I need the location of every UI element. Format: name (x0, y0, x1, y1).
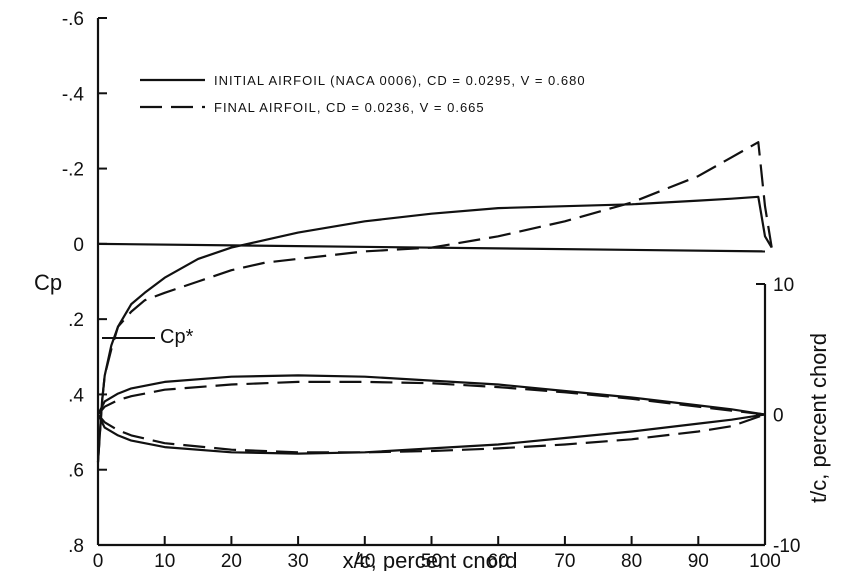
y-tick-label: .4 (68, 385, 84, 406)
x-tick-label: 30 (288, 551, 309, 571)
cp-curve-initial-0 (96, 195, 773, 463)
annotations: Cp* (102, 326, 194, 348)
cp-curve-final-1 (96, 141, 773, 463)
x-tick-label: 40 (354, 551, 375, 571)
y-tick-label: .2 (68, 310, 84, 331)
x-tick-label: 50 (421, 551, 442, 571)
y-tick-label: .6 (68, 461, 84, 482)
x-tick-label: 60 (488, 551, 509, 571)
series (96, 141, 773, 463)
x-axis-title: x/c, percent cnord (343, 548, 518, 571)
y-tick-label: .8 (68, 536, 84, 557)
legend-label-final: FINAL AIRFOIL, CD = 0.0236, V = 0.665 (214, 100, 485, 115)
ticks: 0 10 20 30 40 50 60 70 80 90 100-.6-.4-.20.2.4.6.8… (62, 9, 801, 571)
airfoil-contour-final-5 (97, 413, 766, 454)
airfoil-contour-final-4 (97, 380, 766, 416)
legend: INITIAL AIRFOIL (NACA 0006), CD = 0.0295… (140, 73, 586, 115)
x-tick-label: 0 (93, 551, 104, 571)
x-tick-label: 10 (154, 551, 175, 571)
y2-tick-label: 0 (773, 406, 784, 427)
y2-tick-label: 10 (773, 275, 794, 296)
legend-label-initial: INITIAL AIRFOIL (NACA 0006), CD = 0.0295… (214, 73, 586, 88)
x-tick-label: 90 (688, 551, 709, 571)
y2-axis-title: t/c, percent chord (806, 333, 831, 503)
x-tick-label: 20 (221, 551, 242, 571)
y-tick-label: -.4 (62, 84, 85, 105)
airfoil-contour-initial-3 (97, 413, 766, 455)
y2-tick-label: -10 (773, 536, 800, 557)
x-tick-label: 100 (749, 551, 781, 571)
y-tick-label: -.6 (62, 9, 84, 30)
y-axis-title: Cp (34, 270, 62, 295)
airfoil-contour-initial-2 (97, 374, 766, 416)
x-tick-label: 70 (554, 551, 575, 571)
x-tick-label: 80 (621, 551, 642, 571)
y-tick-label: 0 (73, 235, 84, 256)
cp-star-label: Cp* (160, 326, 194, 348)
y-tick-label: -.2 (62, 160, 84, 181)
